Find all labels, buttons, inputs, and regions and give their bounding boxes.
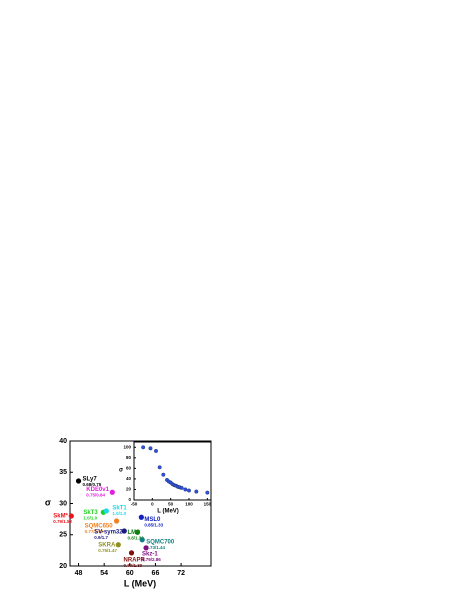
x-tick-label: 66 bbox=[152, 570, 160, 577]
inset-point bbox=[154, 449, 158, 453]
y-tick-label: 40 bbox=[126, 476, 132, 481]
point-annotation: 0.79/2.86 bbox=[142, 557, 161, 562]
y-tick-label: 40 bbox=[59, 438, 67, 445]
point-label: SkT3 bbox=[83, 510, 98, 516]
x-tick-label: 0 bbox=[151, 502, 154, 507]
y-tick-label: 100 bbox=[123, 444, 131, 449]
data-point bbox=[134, 529, 141, 535]
point-annotation: 0.73/1.44 bbox=[146, 545, 165, 550]
inset-point bbox=[161, 472, 166, 477]
inset-point bbox=[148, 446, 153, 451]
point-label: KDE0v1 bbox=[86, 487, 109, 493]
x-axis-label: L (MeV) bbox=[124, 578, 156, 588]
point-label: MSL0 bbox=[144, 517, 161, 523]
point-label: Skz-1 bbox=[142, 551, 158, 557]
point-annotation: 0.68/0.75 bbox=[83, 482, 102, 487]
inset-x-label: L (MeV) bbox=[157, 509, 179, 515]
y-tick-label: 60 bbox=[126, 466, 132, 471]
point-label: SQMC700 bbox=[146, 539, 175, 545]
data-point bbox=[139, 537, 145, 543]
x-tick-label: 150 bbox=[204, 502, 212, 507]
inset-point bbox=[194, 489, 199, 494]
y-tick-label: 20 bbox=[126, 487, 132, 492]
x-tick-label: 54 bbox=[100, 570, 108, 577]
data-point bbox=[128, 550, 135, 556]
inset-point bbox=[157, 465, 162, 470]
point-label: SKRA bbox=[98, 542, 116, 548]
data-point bbox=[121, 528, 127, 534]
x-tick-label: 60 bbox=[126, 570, 134, 577]
inset-point bbox=[179, 485, 184, 490]
x-tick-label: 100 bbox=[185, 502, 193, 507]
data-point bbox=[143, 545, 149, 551]
point-label: SkT1 bbox=[112, 506, 127, 512]
point-annotation: 0.9/1.7 bbox=[94, 535, 108, 540]
point-label: LMS bbox=[128, 530, 141, 536]
point-annotation: 0.85/1.33 bbox=[144, 522, 163, 527]
data-point bbox=[138, 514, 144, 520]
data-point bbox=[75, 478, 82, 484]
y-axis-label: σ bbox=[45, 497, 51, 507]
y-tick-label: 0 bbox=[128, 497, 131, 502]
plot-frame bbox=[133, 441, 212, 501]
x-tick-label: 72 bbox=[177, 570, 185, 577]
data-point bbox=[115, 542, 121, 548]
x-tick-label: 48 bbox=[75, 570, 83, 577]
y-tick-label: 30 bbox=[59, 500, 67, 507]
y-tick-label: 25 bbox=[59, 532, 67, 539]
y-tick-label: 20 bbox=[59, 563, 67, 570]
point-label: NRAPR bbox=[124, 557, 146, 563]
data-point bbox=[113, 518, 120, 524]
inset-point bbox=[183, 487, 188, 492]
inset-point bbox=[141, 445, 146, 450]
inset-point bbox=[205, 490, 210, 495]
y-tick-label: 80 bbox=[126, 455, 132, 460]
point-annotation: 0.75/1.47 bbox=[98, 548, 117, 553]
point-label: SkM* bbox=[53, 514, 68, 520]
point-annotation: 0.75/0.84 bbox=[86, 492, 105, 497]
point-label: SQMC650 bbox=[85, 524, 114, 530]
point-label: SLy7 bbox=[83, 477, 98, 483]
point-annotation: 0.70/1.39 bbox=[124, 563, 143, 568]
point-annotation: 1.0/1.0 bbox=[83, 515, 97, 520]
inset-point bbox=[187, 488, 191, 493]
data-point bbox=[109, 489, 115, 495]
point-annotation: 1.0/1.0 bbox=[112, 511, 126, 516]
point-annotation: 0.8/1.32 bbox=[128, 535, 145, 540]
point-label: SV-sym32 bbox=[94, 530, 123, 536]
x-tick-label: 50 bbox=[168, 502, 174, 507]
x-tick-label: -50 bbox=[131, 502, 138, 507]
data-point bbox=[68, 513, 74, 519]
data-point bbox=[103, 508, 109, 514]
point-annotation: 0.79/1.52 bbox=[53, 519, 72, 524]
inset-y-label: σ bbox=[119, 468, 123, 474]
y-tick-label: 35 bbox=[59, 469, 67, 476]
point-annotation: 0.77/1.02 bbox=[85, 529, 104, 534]
